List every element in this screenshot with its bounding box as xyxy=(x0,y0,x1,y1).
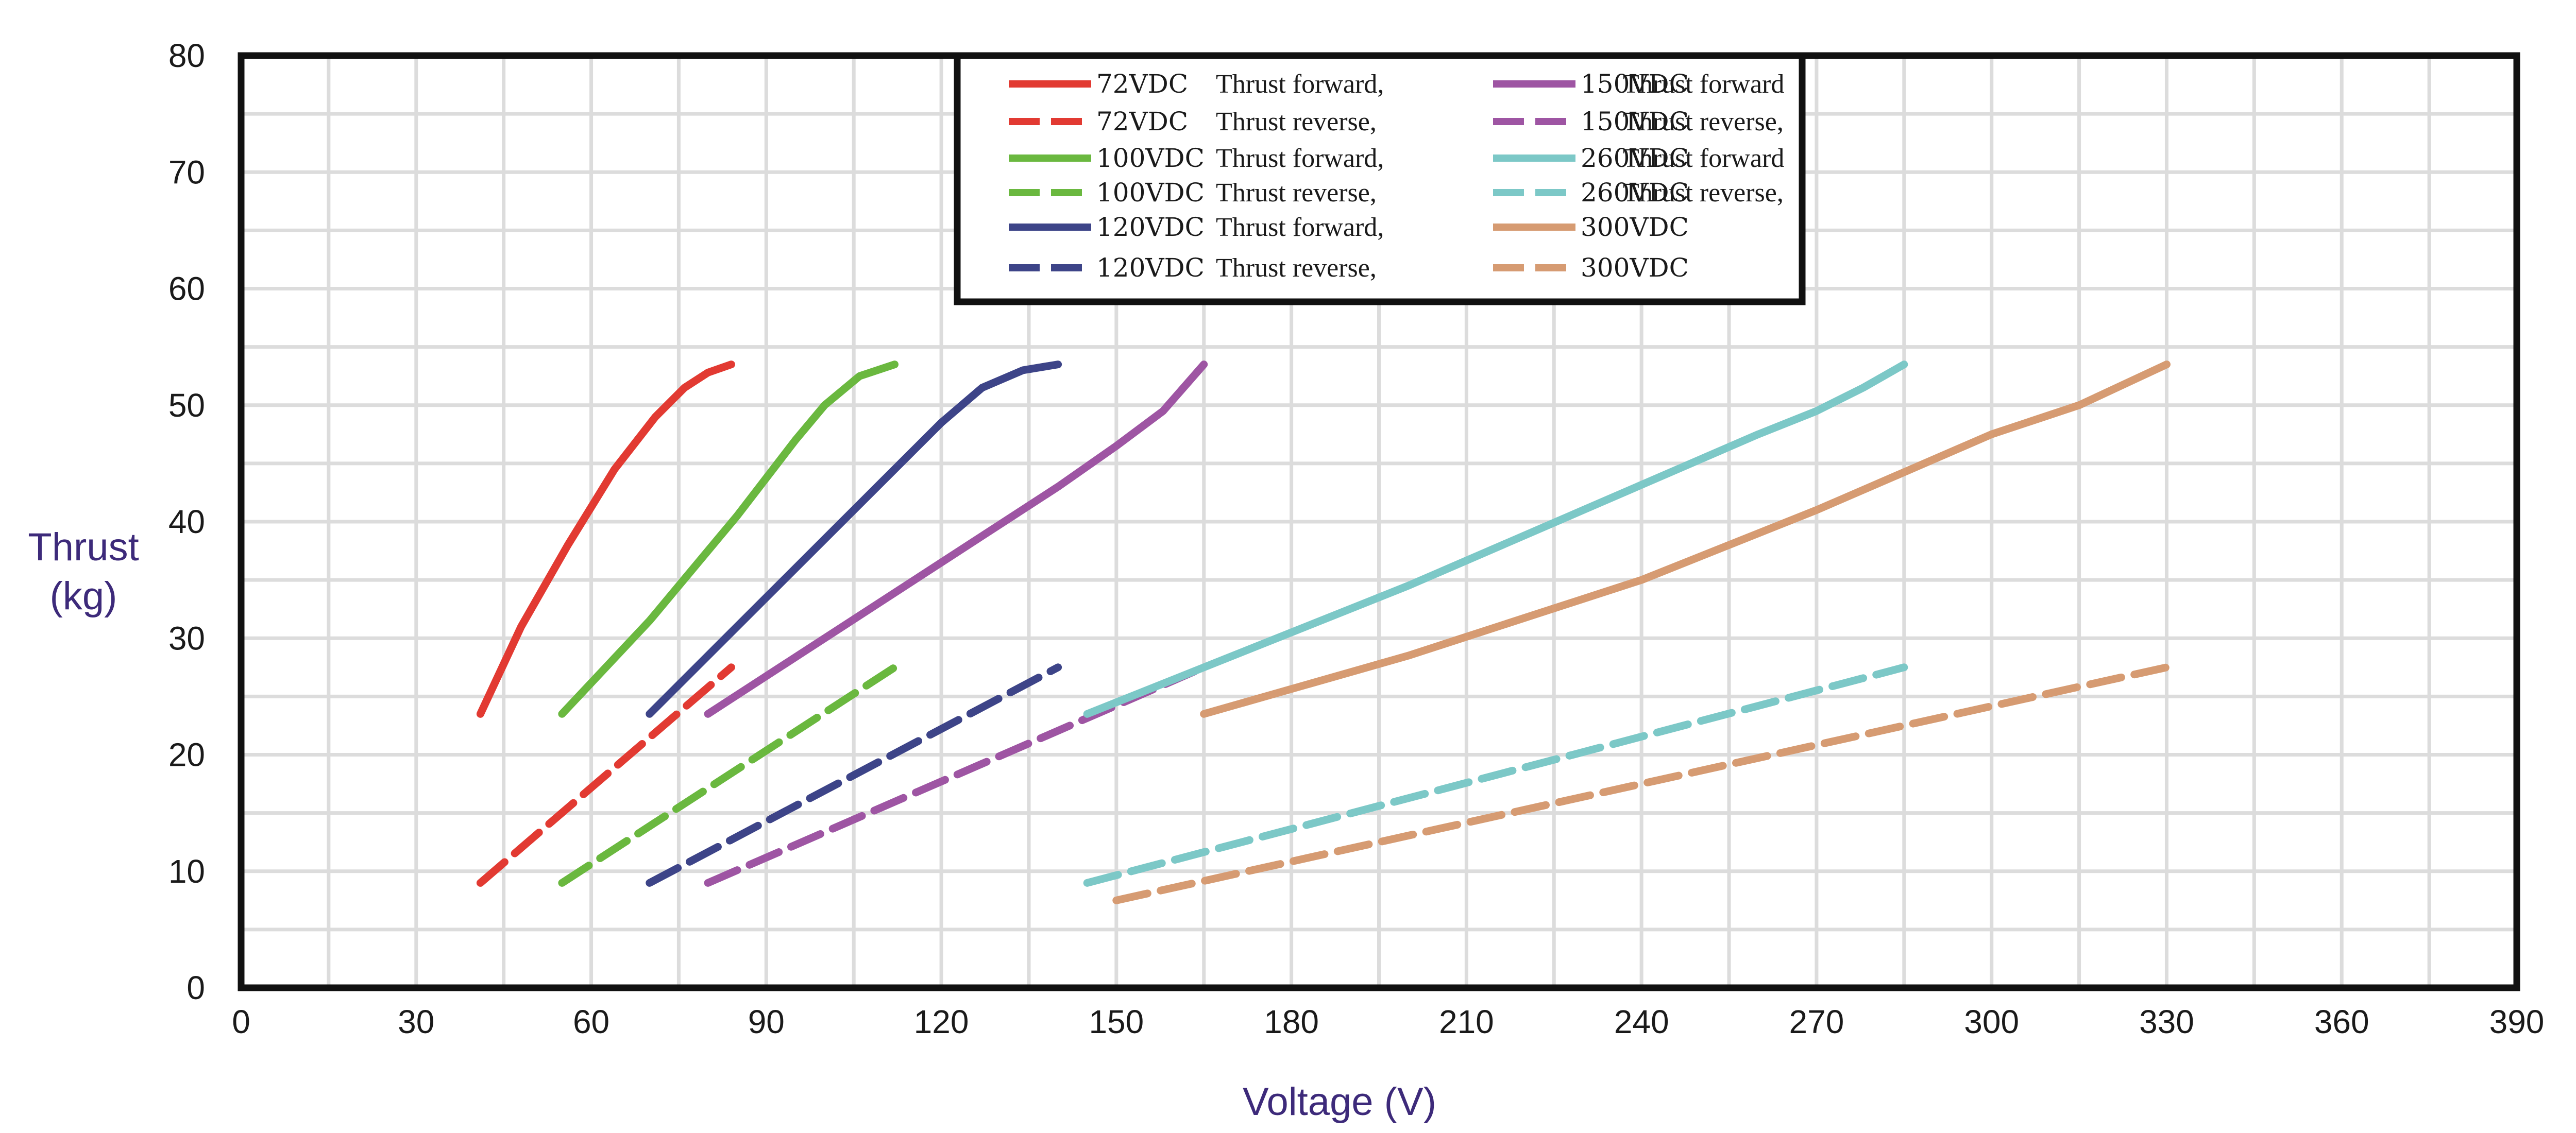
x-axis-label: Voltage (V) xyxy=(1243,1080,1436,1124)
y-tick-label: 80 xyxy=(168,37,205,74)
legend-description-label: Thrust forward xyxy=(1623,70,1784,99)
legend-description-label: Thrust forward, xyxy=(1216,70,1384,99)
x-tick-label: 180 xyxy=(1264,1003,1319,1040)
x-tick-label: 60 xyxy=(573,1003,609,1040)
series-line-260vdc-forward xyxy=(1083,360,1908,718)
x-tick-label: 210 xyxy=(1439,1003,1494,1040)
series-line-100vdc-reverse xyxy=(558,663,899,887)
legend-voltage-label: 300VDC xyxy=(1581,253,1689,283)
x-tick-label: 150 xyxy=(1089,1003,1144,1040)
y-tick-label: 60 xyxy=(168,270,205,307)
legend-description-label: Thrust forward, xyxy=(1216,213,1384,242)
legend-box xyxy=(954,52,1806,305)
series-line-120vdc-forward xyxy=(646,360,1062,718)
legend-description-label: Thrust forward xyxy=(1623,144,1784,173)
y-tick-label: 70 xyxy=(168,153,205,191)
series-line-260vdc-reverse xyxy=(1083,663,1908,887)
legend-voltage-label: 120VDC xyxy=(1096,253,1205,283)
series-line-120vdc-reverse xyxy=(646,663,1062,887)
y-axis-label-line-2: (kg) xyxy=(50,574,117,618)
tick-labels: 0 30 60 90 120 150 180 210 240 270 300 330 360 390 0 10… xyxy=(168,37,2545,1040)
legend-voltage-label: 260VDC xyxy=(1581,178,1689,208)
series-line-72vdc-reverse xyxy=(476,663,735,887)
legend-voltage-label: 72VDC xyxy=(1096,69,1188,99)
y-tick-label: 20 xyxy=(168,736,205,774)
series-line-300vdc-reverse xyxy=(1112,663,2171,904)
series-lines xyxy=(476,360,2171,904)
x-tick-label: 30 xyxy=(398,1003,434,1040)
legend-description-label: Thrust reverse, xyxy=(1623,178,1784,208)
series-line-150vdc-forward xyxy=(704,360,1208,718)
x-tick-label: 0 xyxy=(232,1003,250,1040)
y-tick-label: 50 xyxy=(168,387,205,424)
legend-voltage-label: 300VDC xyxy=(1581,212,1689,242)
legend-description-label: Thrust reverse, xyxy=(1216,253,1377,283)
y-tick-label: 10 xyxy=(168,853,205,890)
series-line-100vdc-forward xyxy=(558,360,899,718)
legend-description-label: Thrust reverse, xyxy=(1216,178,1377,208)
legend-voltage-label: 100VDC xyxy=(1096,178,1205,208)
legend-voltage-label: 260VDC xyxy=(1581,143,1689,173)
y-tick-label: 30 xyxy=(168,620,205,657)
x-tick-label: 360 xyxy=(2314,1003,2369,1040)
x-tick-label: 330 xyxy=(2139,1003,2194,1040)
legend-voltage-label: 100VDC xyxy=(1096,143,1205,173)
legend-voltage-label: 150VDC xyxy=(1581,69,1689,99)
y-axis-label-line-1: Thrust xyxy=(28,525,139,569)
x-tick-label: 300 xyxy=(1964,1003,2019,1040)
legend-voltage-label: 72VDC xyxy=(1096,107,1188,136)
x-tick-label: 240 xyxy=(1614,1003,1669,1040)
x-tick-label: 90 xyxy=(748,1003,785,1040)
legend: 72VDC Thrust forward, 72VDC Thrust reverse,… xyxy=(954,52,1806,305)
x-tick-label: 390 xyxy=(2489,1003,2545,1040)
series-line-72vdc-forward xyxy=(476,360,735,718)
series-line-300vdc-forward xyxy=(1200,360,2171,718)
legend-description-label: Thrust reverse, xyxy=(1216,107,1377,136)
y-tick-label: 40 xyxy=(168,503,205,540)
legend-description-label: Thrust reverse, xyxy=(1623,107,1784,136)
legend-description-label: Thrust forward, xyxy=(1216,144,1384,173)
legend-voltage-label: 120VDC xyxy=(1096,212,1205,242)
x-tick-label: 270 xyxy=(1789,1003,1844,1040)
x-tick-label: 120 xyxy=(914,1003,969,1040)
y-tick-label: 0 xyxy=(187,969,205,1006)
legend-voltage-label: 150VDC xyxy=(1581,107,1689,136)
